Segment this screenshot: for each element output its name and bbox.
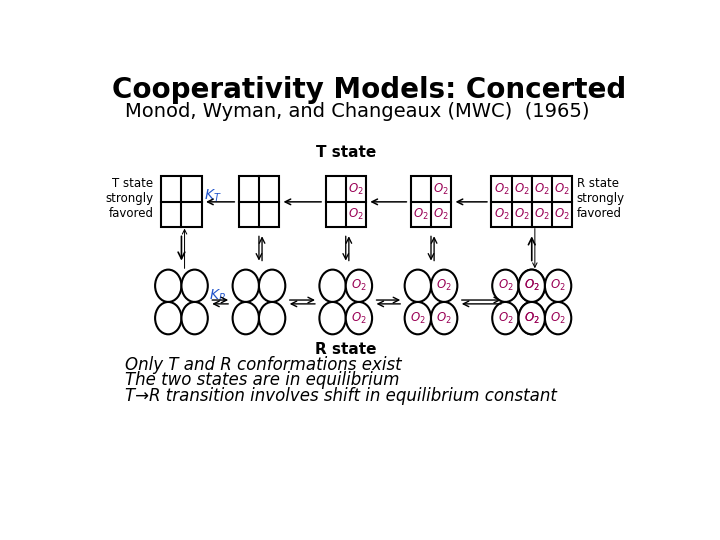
Text: $O_2$: $O_2$	[433, 181, 449, 197]
Text: Cooperativity Models: Concerted: Cooperativity Models: Concerted	[112, 76, 626, 104]
Text: $O_2$: $O_2$	[524, 310, 539, 326]
Text: $O_2$: $O_2$	[554, 181, 570, 197]
Bar	[161, 177, 202, 227]
Ellipse shape	[405, 302, 431, 334]
Text: T state
strongly
favored: T state strongly favored	[105, 177, 153, 219]
Ellipse shape	[181, 302, 208, 334]
Text: $O_2$: $O_2$	[433, 207, 449, 222]
Ellipse shape	[155, 269, 181, 302]
Text: $O_2$: $O_2$	[550, 278, 566, 293]
Ellipse shape	[518, 302, 545, 334]
Bar	[239, 177, 279, 227]
Text: $O_2$: $O_2$	[554, 207, 570, 222]
Text: $O_2$: $O_2$	[524, 278, 539, 293]
Ellipse shape	[346, 302, 372, 334]
Ellipse shape	[545, 302, 571, 334]
Text: T→R transition involves shift in equilibrium constant: T→R transition involves shift in equilib…	[125, 387, 557, 404]
Text: $O_2$: $O_2$	[514, 207, 529, 222]
Text: $O_2$: $O_2$	[550, 310, 566, 326]
Ellipse shape	[518, 269, 545, 302]
Ellipse shape	[405, 269, 431, 302]
Text: Monod, Wyman, and Changeaux (MWC)  (1965): Monod, Wyman, and Changeaux (MWC) (1965)	[125, 102, 590, 121]
Ellipse shape	[518, 269, 545, 302]
Text: $O_2$: $O_2$	[534, 207, 549, 222]
Ellipse shape	[233, 302, 259, 334]
Ellipse shape	[259, 269, 285, 302]
Text: R state
strongly
favored: R state strongly favored	[577, 177, 625, 219]
Ellipse shape	[155, 302, 181, 334]
Text: The two states are in equilibrium: The two states are in equilibrium	[125, 372, 400, 389]
Text: $O_2$: $O_2$	[436, 278, 452, 293]
Text: $O_2$: $O_2$	[351, 310, 366, 326]
Ellipse shape	[431, 302, 457, 334]
Ellipse shape	[259, 302, 285, 334]
Text: R state: R state	[315, 342, 377, 357]
Ellipse shape	[492, 269, 518, 302]
Text: $O_2$: $O_2$	[534, 181, 549, 197]
Bar	[532, 177, 572, 227]
Ellipse shape	[492, 302, 518, 334]
Text: $O_2$: $O_2$	[494, 207, 509, 222]
Text: $O_2$: $O_2$	[514, 181, 529, 197]
Ellipse shape	[320, 269, 346, 302]
Ellipse shape	[181, 269, 208, 302]
Ellipse shape	[518, 302, 545, 334]
Ellipse shape	[233, 269, 259, 302]
Ellipse shape	[320, 302, 346, 334]
Text: $O_2$: $O_2$	[524, 310, 539, 326]
Text: T state: T state	[315, 145, 376, 159]
Text: $O_2$: $O_2$	[410, 310, 426, 326]
Text: $O_2$: $O_2$	[498, 310, 513, 326]
Text: $O_2$: $O_2$	[351, 278, 366, 293]
Ellipse shape	[545, 269, 571, 302]
Bar	[492, 177, 532, 227]
Text: $O_2$: $O_2$	[498, 278, 513, 293]
Ellipse shape	[346, 269, 372, 302]
Text: $O_2$: $O_2$	[524, 278, 539, 293]
Text: Only T and R conformations exist: Only T and R conformations exist	[125, 356, 402, 374]
Text: $K_T$: $K_T$	[204, 187, 222, 204]
Bar	[325, 177, 366, 227]
Text: $K_R$: $K_R$	[210, 288, 226, 304]
Text: $O_2$: $O_2$	[494, 181, 509, 197]
Text: $O_2$: $O_2$	[348, 207, 364, 222]
Text: $O_2$: $O_2$	[348, 181, 364, 197]
Text: $O_2$: $O_2$	[436, 310, 452, 326]
Ellipse shape	[431, 269, 457, 302]
Bar	[411, 177, 451, 227]
Text: $O_2$: $O_2$	[413, 207, 429, 222]
